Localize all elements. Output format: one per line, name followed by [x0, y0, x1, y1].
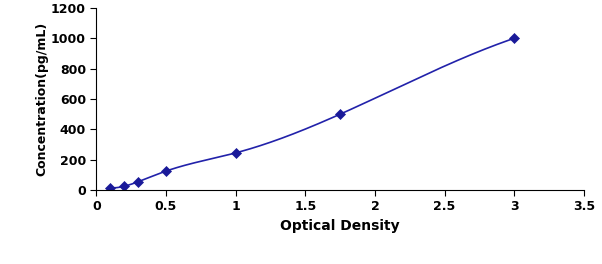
- Y-axis label: Concentration(pg/mL): Concentration(pg/mL): [35, 22, 48, 176]
- X-axis label: Optical Density: Optical Density: [281, 219, 400, 233]
